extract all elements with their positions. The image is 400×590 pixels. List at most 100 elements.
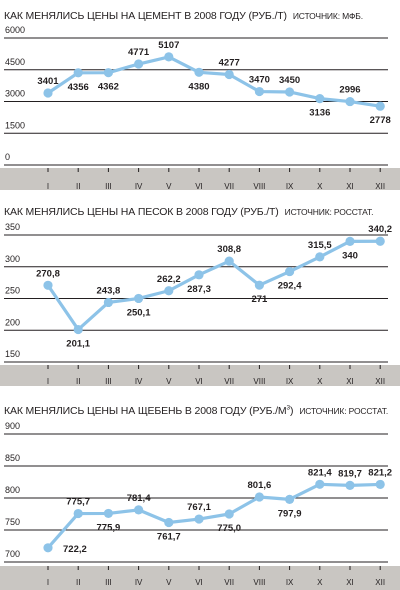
gravel-data-point xyxy=(134,505,144,515)
sand-chart-title: КАК МЕНЯЛИСЬ ЦЕНЫ НА ПЕСОК В 2008 ГОДУ (… xyxy=(4,206,374,218)
gravel-data-label: 797,9 xyxy=(278,508,302,519)
gravel-x-tick-label: VI xyxy=(195,578,203,587)
gravel-x-tick-label: I xyxy=(47,578,49,587)
cement-data-label: 3450 xyxy=(279,75,300,86)
cement-x-tick-label: X xyxy=(317,182,323,190)
gravel-data-point xyxy=(164,517,174,528)
sand-y-tick-label: 350 xyxy=(5,222,20,232)
gravel-series-line xyxy=(46,482,381,549)
cement-data-point xyxy=(254,86,264,97)
gravel-data-point xyxy=(43,543,53,553)
sand-data-label: 271 xyxy=(251,294,268,305)
sand-x-tick-label: XI xyxy=(346,377,354,386)
sand-x-tick-label: VIII xyxy=(253,377,265,386)
sand-data-point xyxy=(194,270,204,280)
cement-x-tick-label: VI xyxy=(195,182,203,190)
gravel-data-point xyxy=(285,494,295,504)
cement-x-tick-label: II xyxy=(76,182,80,190)
gravel-data-point xyxy=(103,508,113,519)
cement-title-text: КАК МЕНЯЛИСЬ ЦЕНЫ НА ЦЕМЕНТ В 2008 ГОДУ … xyxy=(4,10,287,22)
sand-y-tick-label: 250 xyxy=(5,286,20,296)
sand-data-point xyxy=(164,286,174,296)
sand-data-label: 340 xyxy=(342,250,358,261)
cement-x-tick-label: III xyxy=(105,182,112,190)
sand-title-text: КАК МЕНЯЛИСЬ ЦЕНЫ НА ПЕСОК В 2008 ГОДУ (… xyxy=(4,206,279,218)
gravel-data-label: 775,7 xyxy=(66,497,90,508)
sand-x-axis-band xyxy=(0,365,400,386)
gravel-y-tick-label: 900 xyxy=(5,421,20,431)
gravel-title-superscript: 3 xyxy=(286,404,291,411)
sand-data-point xyxy=(345,236,355,246)
gravel-data-label: 775,9 xyxy=(97,522,121,533)
gravel-x-tick-label: II xyxy=(76,578,80,587)
gravel-x-tick-label: IV xyxy=(135,578,143,587)
cement-x-tick-label: I xyxy=(47,182,49,190)
sand-data-label: 262,2 xyxy=(157,274,181,285)
sand-data-label: 270,8 xyxy=(36,268,60,279)
sand-data-label: 315,5 xyxy=(308,240,332,251)
sand-source-text: ИСТОЧНИК: РОССТАТ. xyxy=(284,207,374,217)
cement-data-point xyxy=(345,96,355,107)
gravel-data-point xyxy=(224,509,234,519)
sand-data-label: 340,2 xyxy=(368,224,392,235)
gravel-title-end: ) xyxy=(289,404,294,417)
gravel-chart-title: КАК МЕНЯЛИСЬ ЦЕНЫ НА ЩЕБЕНЬ В 2008 ГОДУ … xyxy=(4,404,388,417)
sand-series-line xyxy=(46,239,381,332)
gravel-x-tick-label: X xyxy=(317,578,323,587)
cement-chart-title: КАК МЕНЯЛИСЬ ЦЕНЫ НА ЦЕМЕНТ В 2008 ГОДУ … xyxy=(4,10,363,22)
cement-data-point xyxy=(73,68,83,78)
cement-x-tick-label: XII xyxy=(375,182,385,190)
cement-x-axis-band xyxy=(0,168,400,190)
sand-data-label: 250,1 xyxy=(127,307,151,318)
sand-data-point xyxy=(73,324,83,335)
gravel-data-label: 821,4 xyxy=(308,467,332,478)
sand-data-point xyxy=(43,280,53,290)
sand-data-point xyxy=(285,266,295,277)
gravel-x-tick-label: III xyxy=(105,578,112,587)
cement-data-label: 5107 xyxy=(158,40,179,51)
cement-data-label: 4362 xyxy=(98,82,119,93)
gravel-data-label: 821,2 xyxy=(368,467,392,478)
sand-x-tick-label: VI xyxy=(195,377,203,386)
cement-data-label: 3470 xyxy=(249,75,270,86)
gravel-data-label: 722,2 xyxy=(63,544,87,555)
cement-chart-panel: КАК МЕНЯЛИСЬ ЦЕНЫ НА ЦЕМЕНТ В 2008 ГОДУ … xyxy=(0,10,400,190)
sand-chart-panel: КАК МЕНЯЛИСЬ ЦЕНЫ НА ПЕСОК В 2008 ГОДУ (… xyxy=(0,206,400,390)
sand-x-tick-label: X xyxy=(317,377,323,386)
cement-data-label: 3136 xyxy=(309,108,330,119)
gravel-data-point xyxy=(315,479,325,489)
cement-data-point xyxy=(194,67,204,77)
gravel-data-label: 801,6 xyxy=(248,480,272,491)
cement-x-tick-label: VII xyxy=(224,182,234,190)
cement-data-label: 4277 xyxy=(219,57,240,68)
cement-data-label: 4380 xyxy=(188,81,209,92)
sand-data-point xyxy=(375,236,385,246)
gravel-y-tick-label: 800 xyxy=(5,485,20,495)
cement-y-tick-label: 1500 xyxy=(5,120,25,130)
sand-data-point xyxy=(254,280,264,290)
gravel-y-tick-label: 700 xyxy=(5,549,20,559)
sand-data-point xyxy=(134,293,144,304)
cement-x-tick-label: IX xyxy=(286,182,294,190)
gravel-data-label: 775,0 xyxy=(217,523,241,534)
cement-data-point xyxy=(43,88,53,98)
gravel-x-axis-band xyxy=(0,566,400,590)
gravel-source-text: ИСТОЧНИК: РОССТАТ. xyxy=(299,405,389,416)
gravel-x-tick-label: IX xyxy=(286,578,294,587)
sand-data-label: 292,4 xyxy=(278,281,302,292)
cement-data-point xyxy=(164,52,174,62)
sand-y-tick-label: 150 xyxy=(5,349,20,359)
cement-y-tick-label: 3000 xyxy=(5,89,25,99)
cement-x-tick-label: V xyxy=(166,182,172,190)
gravel-title-main: КАК МЕНЯЛИСЬ ЦЕНЫ НА ЩЕБЕНЬ В 2008 ГОДУ … xyxy=(4,404,287,417)
cement-data-label: 2778 xyxy=(370,115,391,126)
cement-y-tick-label: 4500 xyxy=(5,57,25,67)
gravel-data-point xyxy=(194,514,204,524)
sand-data-point xyxy=(224,256,234,266)
sand-x-tick-label: I xyxy=(47,377,49,386)
cement-data-point xyxy=(103,68,113,78)
cement-data-label: 3401 xyxy=(37,76,59,87)
gravel-data-label: 767,1 xyxy=(187,502,211,513)
